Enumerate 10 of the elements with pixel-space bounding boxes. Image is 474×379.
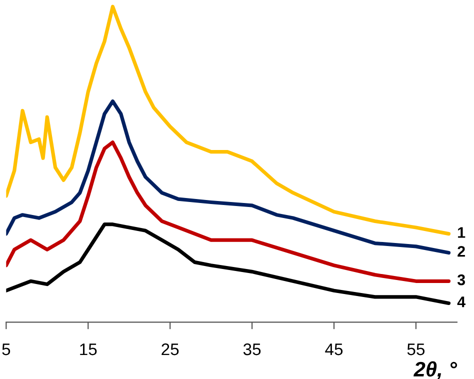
x-tick-label: 5 xyxy=(2,344,10,356)
x-tick-label: 55 xyxy=(407,344,425,356)
x-tick-label: 45 xyxy=(325,344,343,356)
x-tick-label: 35 xyxy=(243,343,261,356)
x-tick-label: 25 xyxy=(162,343,179,356)
series-label: 3 xyxy=(457,274,466,286)
x-tick-label: 15 xyxy=(80,344,97,356)
series-label: 2 xyxy=(458,246,465,257)
series-label: 4 xyxy=(457,296,466,308)
series-label: 1 xyxy=(458,227,466,238)
